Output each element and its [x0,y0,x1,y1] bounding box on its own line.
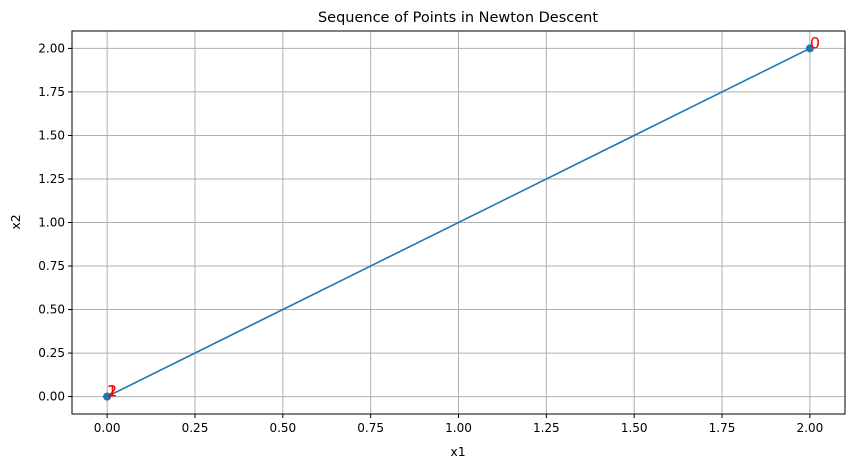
x-tick-label: 0.75 [357,421,384,435]
x-tick-label: 1.75 [709,421,736,435]
y-axis-label: x2 [8,214,23,229]
plot-data [103,44,814,401]
y-tick-label: 0.75 [38,259,65,273]
point-annotation: 2 [107,382,117,401]
x-tick-label: 0.50 [269,421,296,435]
chart-title: Sequence of Points in Newton Descent [318,10,598,26]
y-tick-label: 0.25 [38,346,65,360]
x-axis-label: x1 [450,444,465,459]
axis-ticks: 0.00 0.25 0.50 0.75 1.00 1.25 1.50 1.75 2.00 0.00… [38,41,823,435]
x-tick-label: 1.00 [445,421,472,435]
point-annotations: 0 12 [107,33,820,400]
data-point [805,44,814,53]
y-tick-label: 1.75 [38,85,65,99]
y-tick-label: 1.50 [38,128,65,142]
point-annotation: 0 [810,33,820,52]
series-line [106,47,811,398]
y-tick-label: 2.00 [38,41,65,55]
x-tick-label: 0.25 [182,421,209,435]
data-point [103,392,112,401]
x-tick-label: 0.00 [94,421,121,435]
y-tick-label: 1.25 [38,172,65,186]
y-tick-label: 1.00 [38,216,65,230]
y-tick-label: 0.00 [38,390,65,404]
x-tick-label: 1.25 [533,421,560,435]
x-tick-label: 1.50 [621,421,648,435]
y-tick-label: 0.50 [38,303,65,317]
x-tick-label: 2.00 [797,421,824,435]
point-annotation: 1 [107,382,117,401]
